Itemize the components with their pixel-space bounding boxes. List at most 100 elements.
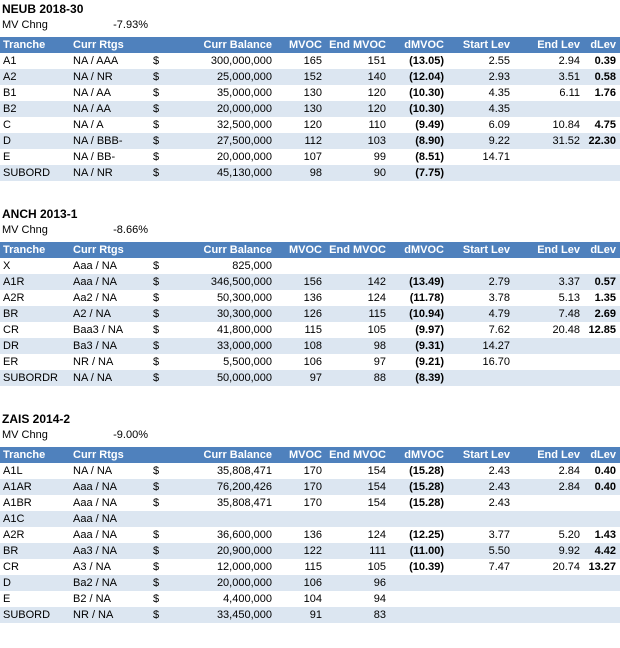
mv-chng-value[interactable]: -7.93%: [113, 19, 148, 31]
cell-end-lev[interactable]: [514, 575, 584, 591]
cell-end-mvoc[interactable]: 105: [367, 324, 386, 336]
cell-curr-rtgs[interactable]: Ba3 / NA: [73, 340, 118, 352]
cell-curr-balance[interactable]: $20,000,000: [146, 149, 276, 165]
cell-end-mvoc[interactable]: 120: [367, 87, 386, 99]
column-header-tranche[interactable]: Tranche: [0, 242, 70, 258]
cell-tranche[interactable]: SUBORD: [3, 609, 51, 621]
cell-end-mvoc[interactable]: 151: [367, 55, 386, 67]
cell-start-lev[interactable]: [448, 370, 514, 386]
cell-start-lev[interactable]: 4.35: [488, 103, 510, 115]
cell-mvoc[interactable]: 170: [303, 481, 322, 493]
cell-end-mvoc[interactable]: 110: [368, 119, 386, 131]
mv-chng-label[interactable]: MV Chng: [2, 429, 48, 441]
cell-dmvoc[interactable]: (8.51): [415, 151, 444, 163]
column-header-dmvoc[interactable]: dMVOC: [390, 447, 448, 463]
cell-curr-rtgs[interactable]: Aa3 / NA: [73, 545, 118, 557]
cell-dlev[interactable]: [584, 607, 620, 623]
cell-dlev[interactable]: 1.43: [594, 529, 616, 541]
cell-dmvoc[interactable]: (12.04): [409, 71, 444, 83]
mv-chng-label[interactable]: MV Chng: [2, 19, 48, 31]
cell-dmvoc[interactable]: (8.39): [415, 372, 444, 384]
cell-tranche[interactable]: A1BR: [3, 497, 32, 509]
cell-tranche[interactable]: E: [3, 151, 11, 163]
cell-start-lev[interactable]: 5.50: [488, 545, 510, 557]
cell-tranche[interactable]: E: [3, 593, 11, 605]
cell-start-lev[interactable]: 2.55: [488, 55, 510, 67]
cell-end-lev[interactable]: 6.11: [559, 87, 580, 99]
cell-dlev[interactable]: 4.75: [594, 119, 616, 131]
cell-dmvoc[interactable]: [390, 511, 448, 527]
cell-tranche[interactable]: A1AR: [3, 481, 32, 493]
cell-dmvoc[interactable]: (8.90): [415, 135, 444, 147]
cell-curr-rtgs[interactable]: NR / NA: [73, 356, 114, 368]
cell-end-lev[interactable]: [514, 165, 584, 181]
cell-curr-rtgs[interactable]: Aaa / NA: [73, 481, 118, 493]
cell-start-lev[interactable]: 2.43: [488, 481, 510, 493]
cell-mvoc[interactable]: 112: [304, 135, 322, 147]
cell-dmvoc[interactable]: (9.49): [415, 119, 444, 131]
cell-end-mvoc[interactable]: 94: [373, 593, 386, 605]
cell-tranche[interactable]: CR: [3, 324, 19, 336]
cell-dlev[interactable]: 1.76: [594, 87, 616, 99]
cell-tranche[interactable]: DR: [3, 340, 19, 352]
column-header-start-lev[interactable]: Start Lev: [448, 242, 514, 258]
table-title[interactable]: ZAIS 2014-2: [2, 412, 71, 426]
cell-mvoc[interactable]: 91: [309, 609, 322, 621]
cell-end-mvoc[interactable]: 98: [373, 340, 386, 352]
cell-curr-balance[interactable]: $825,000: [146, 258, 276, 274]
cell-dlev[interactable]: [584, 370, 620, 386]
cell-end-mvoc[interactable]: [326, 258, 390, 274]
cell-dmvoc[interactable]: (13.49): [409, 276, 444, 288]
cell-curr-balance[interactable]: $12,000,000: [146, 559, 276, 575]
cell-mvoc[interactable]: 130: [303, 87, 322, 99]
cell-curr-rtgs[interactable]: NA / NR: [73, 71, 113, 83]
cell-dmvoc[interactable]: [390, 591, 448, 607]
cell-start-lev[interactable]: 3.78: [488, 292, 510, 304]
cell-tranche[interactable]: A1: [3, 55, 17, 67]
cell-dlev[interactable]: [584, 354, 620, 370]
cell-end-lev[interactable]: 10.84: [552, 119, 580, 131]
cell-curr-balance[interactable]: $36,600,000: [146, 527, 276, 543]
cell-end-mvoc[interactable]: 83: [373, 609, 386, 621]
cell-dlev[interactable]: 0.39: [594, 55, 616, 67]
column-header-curr-rtgs[interactable]: Curr Rtgs: [70, 242, 146, 258]
column-header-curr-balance[interactable]: Curr Balance: [146, 37, 276, 53]
cell-dmvoc[interactable]: (15.28): [409, 465, 444, 477]
table-title[interactable]: NEUB 2018-30: [2, 2, 84, 16]
cell-curr-rtgs[interactable]: NA / BB-: [73, 151, 116, 163]
cell-start-lev[interactable]: 4.35: [488, 87, 510, 99]
column-header-dlev[interactable]: dLev: [584, 242, 620, 258]
cell-curr-rtgs[interactable]: Ba2 / NA: [73, 577, 118, 589]
cell-end-lev[interactable]: 3.37: [558, 276, 580, 288]
cell-mvoc[interactable]: 104: [303, 593, 322, 605]
cell-mvoc[interactable]: 120: [303, 119, 322, 131]
cell-mvoc[interactable]: 152: [303, 71, 322, 83]
cell-start-lev[interactable]: [448, 607, 514, 623]
cell-curr-balance[interactable]: $76,200,426: [146, 479, 276, 495]
cell-curr-rtgs[interactable]: NA / NR: [73, 167, 113, 179]
cell-dmvoc[interactable]: (13.05): [409, 55, 444, 67]
cell-start-lev[interactable]: 7.62: [488, 324, 510, 336]
column-header-mvoc[interactable]: MVOC: [276, 37, 326, 53]
cell-curr-rtgs[interactable]: Aaa / NA: [73, 276, 118, 288]
cell-tranche[interactable]: A2R: [3, 292, 25, 304]
cell-end-mvoc[interactable]: 120: [367, 103, 386, 115]
column-header-start-lev[interactable]: Start Lev: [448, 447, 514, 463]
cell-dlev[interactable]: 22.30: [588, 135, 616, 147]
cell-mvoc[interactable]: 156: [303, 276, 322, 288]
cell-curr-balance[interactable]: $20,000,000: [146, 101, 276, 117]
cell-dlev[interactable]: [584, 495, 620, 511]
column-header-end-mvoc[interactable]: End MVOC: [326, 447, 390, 463]
cell-tranche[interactable]: A2: [3, 71, 17, 83]
cell-curr-rtgs[interactable]: NA / AA: [73, 87, 111, 99]
cell-dmvoc[interactable]: (15.28): [409, 481, 444, 493]
cell-end-lev[interactable]: [514, 258, 584, 274]
cell-curr-balance[interactable]: $27,500,000: [146, 133, 276, 149]
cell-end-lev[interactable]: [514, 370, 584, 386]
cell-end-lev[interactable]: [514, 101, 584, 117]
cell-end-mvoc[interactable]: 154: [367, 497, 386, 509]
column-header-end-lev[interactable]: End Lev: [514, 37, 584, 53]
column-header-curr-balance[interactable]: Curr Balance: [146, 242, 276, 258]
cell-curr-balance[interactable]: $25,000,000: [146, 69, 276, 85]
cell-end-mvoc[interactable]: 96: [373, 577, 386, 589]
